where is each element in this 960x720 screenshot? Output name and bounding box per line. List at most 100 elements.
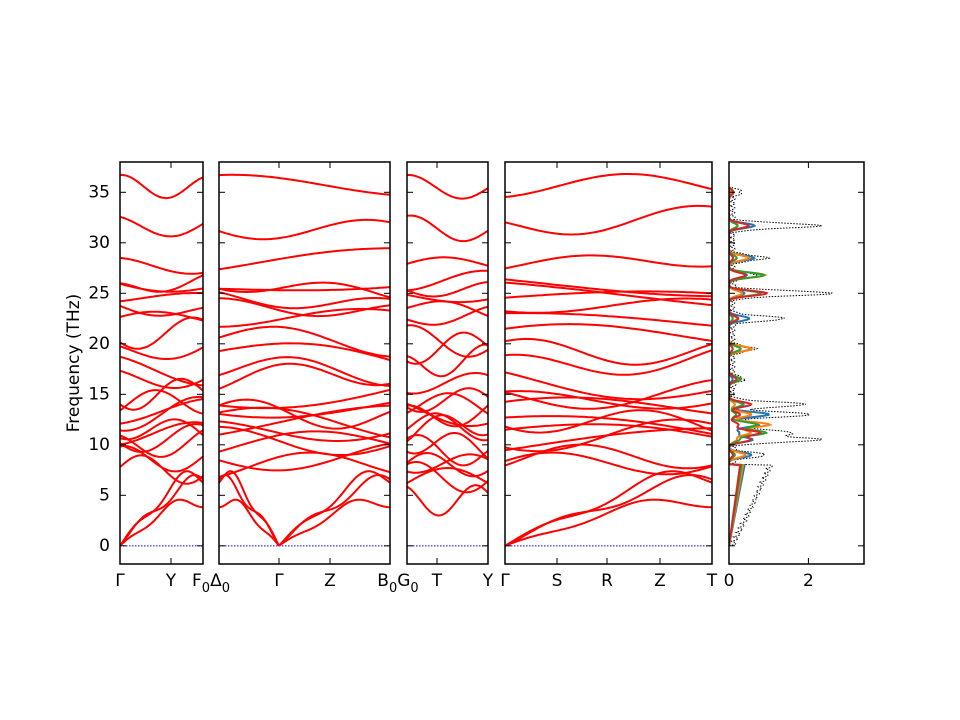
y-tick-label: 35 [88, 182, 110, 202]
band-line [120, 470, 203, 547]
x-tick-label: Γ [115, 571, 125, 591]
band-panel-1 [119, 161, 204, 565]
panel-frame [218, 161, 391, 565]
band-line [505, 173, 712, 198]
boundary-tick-label: F0Δ0 [192, 571, 230, 596]
band-line [505, 498, 712, 547]
band-line [219, 307, 390, 328]
panel-frame [504, 161, 713, 565]
band-line [505, 379, 712, 410]
band-line [120, 498, 203, 547]
band-line [505, 278, 712, 298]
band-line [219, 291, 390, 310]
band-line [407, 174, 488, 200]
band-line [505, 323, 712, 342]
boundary-tick-label: B0G0 [377, 571, 418, 596]
band-line [219, 420, 390, 442]
band-line [407, 372, 488, 395]
band-line [505, 409, 712, 434]
band-line [407, 434, 488, 467]
x-tick-label: Z [654, 571, 666, 591]
band-lines [505, 173, 712, 547]
dos-series-4 [729, 186, 769, 546]
dos-x-tick-label: 2 [803, 571, 814, 591]
y-tick-label: 30 [88, 233, 110, 253]
y-tick-label: 20 [88, 334, 110, 354]
band-line [120, 429, 203, 458]
y-tick-label: 15 [88, 384, 110, 404]
y-tick-label: 10 [88, 435, 110, 455]
band-line [219, 470, 280, 547]
band-line [505, 254, 712, 270]
band-line [120, 398, 203, 425]
band-line [505, 204, 712, 236]
band-line [120, 454, 203, 485]
band-line [120, 345, 203, 360]
x-tick-label: Γ [274, 571, 284, 591]
band-line [505, 349, 712, 376]
band-line [407, 432, 488, 460]
band-line [407, 269, 488, 292]
x-tick-label: Z [324, 571, 336, 591]
band-line [219, 342, 390, 361]
y-tick-label: 0 [99, 536, 110, 556]
dos-series-1 [729, 187, 770, 547]
x-tick-label: R [601, 571, 613, 591]
panel-frame [406, 161, 489, 565]
band-line [505, 337, 712, 366]
band-line [407, 214, 488, 243]
band-line [407, 293, 488, 304]
band-line [120, 274, 203, 293]
band-line [505, 415, 712, 435]
band-line [407, 412, 488, 442]
band-lines [120, 173, 203, 547]
band-line [407, 300, 488, 317]
band-line [120, 310, 203, 322]
band-line [219, 430, 390, 453]
band-line [219, 442, 390, 472]
dos-series-0 [729, 186, 833, 547]
band-line [219, 297, 390, 318]
band-line [407, 387, 488, 413]
dos-frame [728, 161, 865, 565]
band-line [219, 401, 390, 419]
band-panel-4 [504, 161, 713, 565]
band-line [219, 325, 390, 358]
band-line [120, 369, 203, 389]
band-lines [407, 174, 488, 547]
band-line [407, 324, 488, 358]
x-tick-label: Γ [500, 571, 510, 591]
band-line [407, 453, 488, 474]
band-line [407, 281, 488, 298]
band-line [505, 390, 712, 410]
band-line [407, 461, 488, 494]
band-line [407, 484, 488, 517]
x-tick-label: S [552, 571, 563, 591]
dos-curves [729, 186, 833, 547]
band-line [505, 470, 712, 547]
band-line [120, 282, 203, 293]
band-line [219, 356, 390, 387]
band-line [505, 371, 712, 401]
band-line [120, 256, 203, 275]
band-line [278, 498, 390, 547]
band-line [120, 304, 203, 317]
dos-x-tick-label: 0 [724, 571, 735, 591]
band-line [407, 256, 488, 267]
band-line [278, 470, 390, 547]
x-tick-label: T [706, 571, 718, 591]
band-line [407, 392, 488, 415]
y-tick-label: 25 [88, 283, 110, 303]
band-line [219, 281, 390, 299]
band-line [219, 398, 390, 430]
band-line [120, 377, 203, 411]
panel-frame [119, 161, 204, 565]
band-line [219, 451, 390, 478]
band-line [505, 423, 712, 438]
band-line [219, 425, 390, 456]
band-line [505, 290, 712, 299]
dos-series-3 [729, 186, 769, 546]
